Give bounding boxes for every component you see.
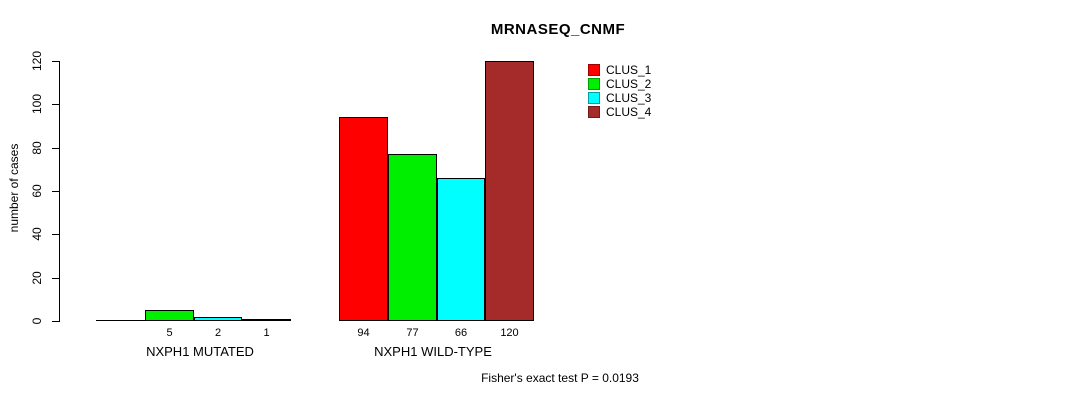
legend-label-clus_1: CLUS_1 [606,63,652,77]
y-axis-tick [52,234,59,235]
y-axis-tick-label: 120 [30,50,44,72]
legend-swatch-clus_3 [588,92,600,104]
chart-title: MRNASEQ_CNMF [490,21,626,38]
bar-value-label: 2 [214,327,222,339]
y-axis-tick-label: 40 [30,227,44,241]
bar-clus_2-nxph1-mutated [145,310,194,321]
bar-clus_2-nxph1-wild-type [388,154,437,321]
y-axis-tick [52,148,59,149]
y-axis-tick [52,191,59,192]
bar-clus_4-nxph1-mutated [242,319,291,321]
bar-value-label: 1 [263,327,270,339]
y-axis-tick-label: 60 [30,184,44,198]
legend-label-clus_3: CLUS_3 [606,91,652,105]
y-axis-tick [52,278,59,279]
y-axis-tick-label: 20 [30,271,44,285]
bar-value-label: 77 [406,327,419,339]
bar-clus_1-nxph1-wild-type [339,117,388,321]
bar-clus_1-nxph1-mutated-zero [96,320,145,321]
bar-clus_3-nxph1-mutated [194,317,242,321]
legend-label-clus_2: CLUS_2 [606,77,652,91]
legend-swatch-clus_1 [588,64,600,76]
y-axis-tick-label: 0 [30,317,44,325]
x-group-label-mutated: NXPH1 MUTATED [146,344,254,359]
y-axis-tick [52,321,59,322]
y-axis-tick [52,61,59,62]
y-axis-line [59,61,60,322]
bar-value-label: 94 [357,327,370,339]
fisher-test-annotation: Fisher's exact test P = 0.0193 [481,371,639,385]
bar-value-label: 66 [454,327,468,339]
bar-clus_3-nxph1-wild-type [437,178,485,321]
y-axis-tick [52,104,59,105]
y-axis-title: number of cases [7,143,21,233]
bar-value-label: 120 [500,327,519,339]
legend-swatch-clus_2 [588,78,600,90]
bar-value-label: 5 [166,327,173,339]
legend-swatch-clus_4 [588,106,600,118]
y-axis-tick-label: 100 [30,93,44,115]
x-group-label-wild-type: NXPH1 WILD-TYPE [374,344,492,359]
y-axis-tick-label: 80 [30,141,44,155]
legend-label-clus_4: CLUS_4 [606,105,652,119]
bar-clus_4-nxph1-wild-type [485,61,534,321]
